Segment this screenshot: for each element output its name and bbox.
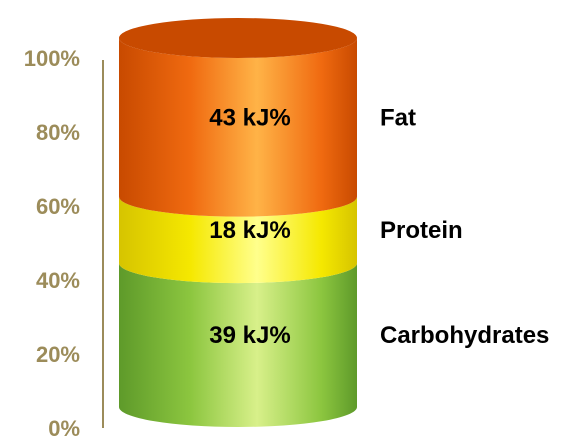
cylinder-top-cap <box>119 18 357 58</box>
cylinder-segment-fat <box>119 38 357 217</box>
labels: 39 kJ% Carbohydrates 18 kJ% Protein 43 kJ% Fa… <box>209 104 549 349</box>
y-tick-label: 20% <box>36 342 80 367</box>
segment-category-label: Fat <box>380 104 416 131</box>
y-tick-label: 60% <box>36 194 80 219</box>
segment-value-label: 43 kJ% <box>209 104 290 131</box>
segment-value-label: 18 kJ% <box>209 217 290 244</box>
cylinder-segment-carbohydrates <box>119 263 357 427</box>
segment-category-label: Carbohydrates <box>380 322 549 349</box>
cylinder-segment-protein <box>119 196 357 284</box>
segment-category-label: Protein <box>380 217 463 244</box>
y-tick-label: 80% <box>36 120 80 145</box>
y-tick-label: 0% <box>48 416 80 439</box>
y-axis: 0% 20% 40% 60% 80% 100% <box>24 46 104 439</box>
y-tick-label: 100% <box>24 46 80 71</box>
segment-value-label: 39 kJ% <box>209 322 290 349</box>
cylinder <box>119 18 357 427</box>
y-tick-label: 40% <box>36 268 80 293</box>
